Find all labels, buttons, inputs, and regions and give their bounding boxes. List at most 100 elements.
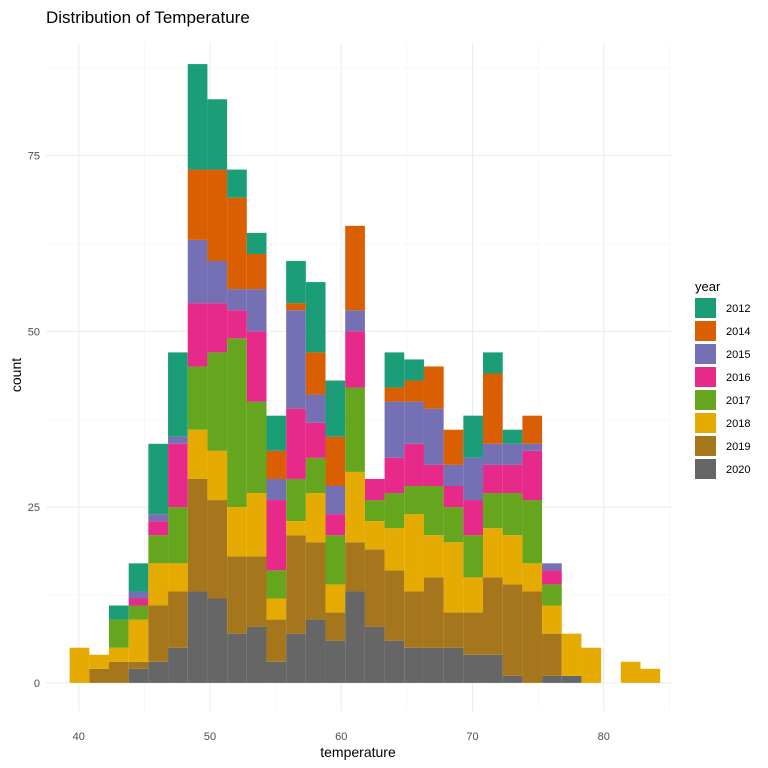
bar-segment-2015 xyxy=(404,401,424,444)
bar-segment-2019 xyxy=(423,577,444,648)
y-axis-title: count xyxy=(8,358,24,392)
bar-segment-2016 xyxy=(187,303,208,367)
bar-segment-2017 xyxy=(108,619,129,648)
bar-segment-2020 xyxy=(345,591,365,683)
bar-segment-2020 xyxy=(207,598,228,683)
legend-swatch-2015 xyxy=(695,344,716,364)
bar-segment-2020 xyxy=(168,647,188,683)
x-axis-ticks: 40 50 60 70 80 xyxy=(73,731,610,743)
bar-segment-2019 xyxy=(345,542,365,592)
bar-segment-2020 xyxy=(561,675,582,683)
bar-segment-2020 xyxy=(266,661,287,683)
bar-segment-2017 xyxy=(266,570,287,599)
bar-segment-2015 xyxy=(443,464,464,486)
bar-segment-2019 xyxy=(266,619,287,662)
bar-segment-2019 xyxy=(187,478,208,592)
legend: year 2012 2014 2015 2016 2017 2018 2019 2020 xyxy=(695,279,750,479)
bar-segment-2016 xyxy=(483,464,503,494)
bar-segment-2016 xyxy=(522,450,543,501)
bar-segment-2016 xyxy=(443,485,464,508)
bar-segment-2014 xyxy=(423,366,444,409)
legend-label-2019: 2019 xyxy=(726,441,750,453)
legend-label-2016: 2016 xyxy=(726,372,750,384)
bar-segment-2016 xyxy=(227,310,247,339)
x-tick-label: 80 xyxy=(598,731,610,743)
bar-segment-2019 xyxy=(483,577,503,655)
bar-segment-2016 xyxy=(404,443,424,486)
legend-label-2018: 2018 xyxy=(726,418,750,430)
bar-segment-2019 xyxy=(108,661,129,683)
bar-segment-2012 xyxy=(305,282,326,353)
bar-segment-2018 xyxy=(128,619,149,662)
bar-segment-2012 xyxy=(207,99,228,170)
bar-segment-2020 xyxy=(325,640,346,683)
bar-segment-2019 xyxy=(384,570,405,641)
bar-segment-2017 xyxy=(148,535,169,564)
bar-segment-2017 xyxy=(463,535,484,578)
bar-segment-2014 xyxy=(246,253,267,290)
bar-segment-2012 xyxy=(325,380,346,437)
y-axis-ticks: 0 25 50 75 xyxy=(28,151,40,690)
bar-segment-2020 xyxy=(463,654,484,683)
bar-segment-2017 xyxy=(325,535,346,585)
bar-segment-2017 xyxy=(443,507,464,543)
legend-label-2017: 2017 xyxy=(726,395,750,407)
y-tick-label: 25 xyxy=(28,502,40,514)
bar-segment-2016 xyxy=(128,598,149,606)
bar-segment-2015 xyxy=(463,457,484,501)
bar-segment-2017 xyxy=(286,478,306,522)
bar-segment-2012 xyxy=(384,352,405,388)
bar-segment-2014 xyxy=(522,415,543,444)
x-tick-label: 60 xyxy=(335,731,347,743)
bar-segment-2015 xyxy=(286,310,306,409)
bar-segment-2015 xyxy=(384,401,405,458)
bar-segment-2014 xyxy=(286,303,306,311)
bar-segment-2018 xyxy=(404,514,424,592)
chart-title: Distribution of Temperature xyxy=(46,8,250,27)
bar-segment-2019 xyxy=(364,549,385,627)
bar-segment-2018 xyxy=(305,493,326,543)
bar-segment-2015 xyxy=(266,478,287,501)
bar-segment-2019 xyxy=(522,591,543,683)
x-tick-label: 70 xyxy=(466,731,478,743)
bar-segment-2017 xyxy=(404,485,424,515)
bar-segment-2018 xyxy=(89,654,109,669)
legend-label-2015: 2015 xyxy=(726,349,750,361)
bar-segment-2012 xyxy=(108,605,129,620)
bar-segment-2012 xyxy=(502,429,523,444)
bar-segment-2015 xyxy=(128,591,149,599)
bar-segment-2020 xyxy=(187,591,208,683)
x-tick-label: 50 xyxy=(204,731,216,743)
bar-segment-2012 xyxy=(463,415,484,458)
bar-segment-2016 xyxy=(148,521,169,536)
bar-segment-2017 xyxy=(168,507,188,564)
bar-segment-2018 xyxy=(522,563,543,592)
bar-segment-2019 xyxy=(443,612,464,648)
bar-segment-2014 xyxy=(325,436,346,486)
bar-segment-2019 xyxy=(404,591,424,648)
bar-segment-2016 xyxy=(246,331,267,402)
bar-segment-2019 xyxy=(246,556,267,627)
bar-segment-2019 xyxy=(207,500,228,599)
y-tick-label: 50 xyxy=(28,326,40,338)
bar-segment-2019 xyxy=(128,661,149,669)
y-tick-label: 0 xyxy=(34,678,40,690)
bar-segment-2017 xyxy=(423,485,444,536)
bar-segment-2015 xyxy=(187,239,208,304)
bar-segment-2014 xyxy=(345,225,365,311)
bar-segment-2019 xyxy=(325,612,346,641)
bar-segment-2016 xyxy=(364,478,385,501)
bar-segment-2017 xyxy=(483,493,503,529)
bar-segment-2018 xyxy=(463,577,484,613)
bar-segment-2012 xyxy=(404,359,424,381)
legend-label-2012: 2012 xyxy=(726,303,750,315)
bar-segment-2020 xyxy=(227,633,247,683)
bar-segment-2015 xyxy=(483,443,503,465)
legend-swatch-2014 xyxy=(695,321,716,341)
x-tick-label: 40 xyxy=(73,731,85,743)
bar-segment-2016 xyxy=(325,514,346,536)
bar-segment-2017 xyxy=(364,500,385,522)
bar-segment-2014 xyxy=(187,169,208,240)
bar-segment-2019 xyxy=(89,668,109,683)
